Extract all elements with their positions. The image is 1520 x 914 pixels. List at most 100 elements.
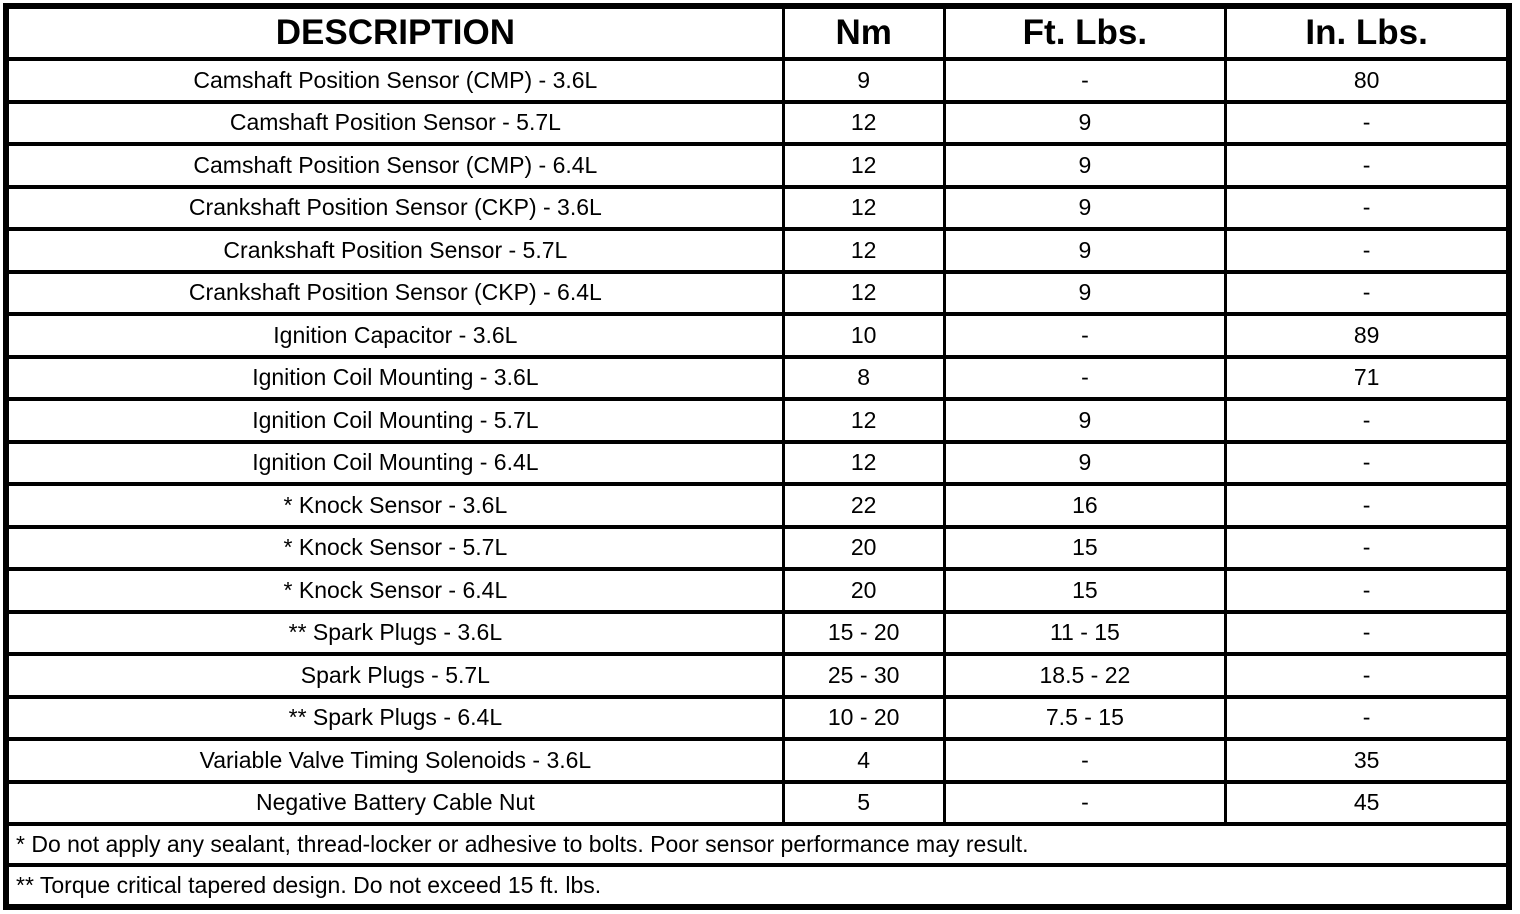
value-cell: - [1224, 482, 1511, 529]
value-cell: - [1224, 227, 1511, 274]
value-cell: 22 [781, 482, 946, 529]
footnote-torque-critical: ** Torque critical tapered design. Do no… [4, 863, 1511, 909]
description-cell: Ignition Coil Mounting - 5.7L [4, 397, 785, 444]
table-row: ** Spark Plugs - 6.4L 10 - 20 7.5 - 15- [4, 694, 1511, 741]
header-row: DESCRIPTION Nm Ft. Lbs. In. Lbs. [4, 4, 1511, 61]
value-cell: - [1224, 439, 1511, 486]
value-cell: 35 [1224, 737, 1511, 784]
table-row: Camshaft Position Sensor - 5.7L 12 9- [4, 99, 1511, 146]
table-row: Spark Plugs - 5.7L 25 - 30 18.5 - 22- [4, 652, 1511, 699]
value-cell: 15 - 20 [781, 609, 946, 656]
value-cell: 9 [942, 227, 1228, 274]
value-cell: - [1224, 397, 1511, 444]
description-cell: Crankshaft Position Sensor (CKP) - 6.4L [4, 269, 785, 316]
value-cell: 9 [942, 397, 1228, 444]
value-cell: - [1224, 609, 1511, 656]
footnote-row: ** Torque critical tapered design. Do no… [4, 863, 1511, 909]
table-row: * Knock Sensor - 6.4L 20 15- [4, 567, 1511, 614]
value-cell: 12 [781, 269, 946, 316]
table-row: * Knock Sensor - 5.7L 20 15- [4, 524, 1511, 571]
value-cell: 11 - 15 [942, 609, 1228, 656]
description-cell: Ignition Coil Mounting - 3.6L [4, 354, 785, 401]
table-row: ** Spark Plugs - 3.6L 15 - 20 11 - 15- [4, 609, 1511, 656]
value-cell: 89 [1224, 312, 1511, 359]
value-cell: - [1224, 694, 1511, 741]
description-cell: Ignition Capacitor - 3.6L [4, 312, 785, 359]
value-cell: 9 [942, 99, 1228, 146]
value-cell: 15 [942, 567, 1228, 614]
value-cell: 9 [942, 142, 1228, 189]
table-row: Ignition Capacitor - 3.6L 10-89 [4, 312, 1511, 359]
column-header-ft-lbs: Ft. Lbs. [942, 4, 1228, 61]
value-cell: - [942, 312, 1228, 359]
column-header-description: DESCRIPTION [4, 4, 785, 61]
description-cell: Ignition Coil Mounting - 6.4L [4, 439, 785, 486]
value-cell: 18.5 - 22 [942, 652, 1228, 699]
value-cell: - [1224, 142, 1511, 189]
table-row: Crankshaft Position Sensor (CKP) - 3.6L 1… [4, 184, 1511, 231]
table-row: Crankshaft Position Sensor - 5.7L 12 9- [4, 227, 1511, 274]
value-cell: 12 [781, 227, 946, 274]
column-header-in-lbs: In. Lbs. [1224, 4, 1511, 61]
table-row: Variable Valve Timing Solenoids - 3.6L 4-… [4, 737, 1511, 784]
value-cell: - [1224, 652, 1511, 699]
value-cell: - [1224, 99, 1511, 146]
description-cell: Crankshaft Position Sensor (CKP) - 3.6L [4, 184, 785, 231]
value-cell: 4 [781, 737, 946, 784]
description-cell: ** Spark Plugs - 6.4L [4, 694, 785, 741]
value-cell: 12 [781, 397, 946, 444]
table-footer: * Do not apply any sealant, thread-locke… [4, 822, 1511, 909]
value-cell: 9 [942, 184, 1228, 231]
description-cell: ** Spark Plugs - 3.6L [4, 609, 785, 656]
table-row: Ignition Coil Mounting - 3.6L 8-71 [4, 354, 1511, 401]
description-cell: Camshaft Position Sensor (CMP) - 6.4L [4, 142, 785, 189]
description-cell: * Knock Sensor - 3.6L [4, 482, 785, 529]
table-header: DESCRIPTION Nm Ft. Lbs. In. Lbs. [4, 4, 1511, 61]
value-cell: 16 [942, 482, 1228, 529]
torque-spec-table: DESCRIPTION Nm Ft. Lbs. In. Lbs. Camshaf… [3, 3, 1512, 910]
description-cell: Negative Battery Cable Nut [4, 779, 785, 826]
table-row: Ignition Coil Mounting - 5.7L 12 9- [4, 397, 1511, 444]
value-cell: 20 [781, 567, 946, 614]
table-row: * Knock Sensor - 3.6L 22 16- [4, 482, 1511, 529]
value-cell: 80 [1224, 57, 1511, 104]
value-cell: - [1224, 524, 1511, 571]
table-row: Ignition Coil Mounting - 6.4L 12 9- [4, 439, 1511, 486]
value-cell: 12 [781, 99, 946, 146]
value-cell: 10 [781, 312, 946, 359]
description-cell: * Knock Sensor - 5.7L [4, 524, 785, 571]
description-cell: * Knock Sensor - 6.4L [4, 567, 785, 614]
table-row: Camshaft Position Sensor (CMP) - 3.6L 9-8… [4, 57, 1511, 104]
value-cell: 25 - 30 [781, 652, 946, 699]
value-cell: 12 [781, 439, 946, 486]
description-cell: Camshaft Position Sensor (CMP) - 3.6L [4, 57, 785, 104]
value-cell: 12 [781, 184, 946, 231]
value-cell: - [942, 354, 1228, 401]
value-cell: - [1224, 184, 1511, 231]
value-cell: - [1224, 567, 1511, 614]
value-cell: 15 [942, 524, 1228, 571]
column-header-nm: Nm [781, 4, 946, 61]
footnote-row: * Do not apply any sealant, thread-locke… [4, 822, 1511, 867]
table-body: Camshaft Position Sensor (CMP) - 3.6L 9-8… [4, 57, 1511, 826]
value-cell: 9 [942, 269, 1228, 316]
description-cell: Variable Valve Timing Solenoids - 3.6L [4, 737, 785, 784]
value-cell: 10 - 20 [781, 694, 946, 741]
footnote-sensor-sealant: * Do not apply any sealant, thread-locke… [4, 822, 1511, 867]
table-row: Negative Battery Cable Nut 5-45 [4, 779, 1511, 826]
value-cell: 7.5 - 15 [942, 694, 1228, 741]
value-cell: 9 [942, 439, 1228, 486]
value-cell: 12 [781, 142, 946, 189]
description-cell: Spark Plugs - 5.7L [4, 652, 785, 699]
table-row: Camshaft Position Sensor (CMP) - 6.4L 12 9… [4, 142, 1511, 189]
description-cell: Crankshaft Position Sensor - 5.7L [4, 227, 785, 274]
value-cell: - [942, 779, 1228, 826]
value-cell: 8 [781, 354, 946, 401]
value-cell: - [942, 737, 1228, 784]
value-cell: 71 [1224, 354, 1511, 401]
description-cell: Camshaft Position Sensor - 5.7L [4, 99, 785, 146]
table-row: Crankshaft Position Sensor (CKP) - 6.4L 1… [4, 269, 1511, 316]
value-cell: 45 [1224, 779, 1511, 826]
value-cell: - [1224, 269, 1511, 316]
